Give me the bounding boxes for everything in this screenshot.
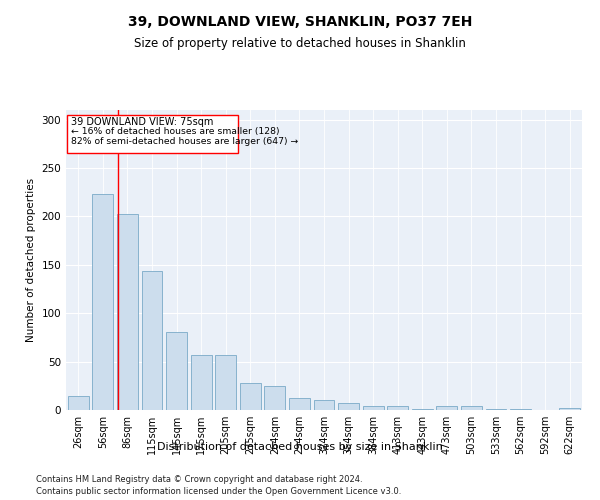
- Bar: [314, 400, 334, 410]
- Text: Distribution of detached houses by size in Shanklin: Distribution of detached houses by size …: [157, 442, 443, 452]
- Bar: [436, 406, 457, 410]
- Bar: [461, 406, 482, 410]
- Bar: [117, 214, 138, 410]
- Text: ← 16% of detached houses are smaller (128): ← 16% of detached houses are smaller (12…: [71, 128, 280, 136]
- Text: Contains public sector information licensed under the Open Government Licence v3: Contains public sector information licen…: [36, 488, 401, 496]
- Bar: [510, 409, 531, 410]
- Bar: [362, 406, 383, 410]
- Bar: [142, 270, 163, 410]
- Bar: [559, 408, 580, 410]
- Bar: [338, 403, 359, 410]
- FancyBboxPatch shape: [67, 115, 238, 152]
- Text: Size of property relative to detached houses in Shanklin: Size of property relative to detached ho…: [134, 38, 466, 51]
- Bar: [412, 409, 433, 410]
- Bar: [92, 194, 113, 410]
- Bar: [289, 398, 310, 410]
- Text: 39 DOWNLAND VIEW: 75sqm: 39 DOWNLAND VIEW: 75sqm: [71, 117, 213, 127]
- Text: 39, DOWNLAND VIEW, SHANKLIN, PO37 7EH: 39, DOWNLAND VIEW, SHANKLIN, PO37 7EH: [128, 15, 472, 29]
- Bar: [387, 406, 408, 410]
- Bar: [215, 355, 236, 410]
- Text: Contains HM Land Registry data © Crown copyright and database right 2024.: Contains HM Land Registry data © Crown c…: [36, 475, 362, 484]
- Bar: [166, 332, 187, 410]
- Bar: [68, 396, 89, 410]
- Text: 82% of semi-detached houses are larger (647) →: 82% of semi-detached houses are larger (…: [71, 137, 298, 146]
- Y-axis label: Number of detached properties: Number of detached properties: [26, 178, 36, 342]
- Bar: [485, 409, 506, 410]
- Bar: [191, 355, 212, 410]
- Bar: [240, 383, 261, 410]
- Bar: [265, 386, 286, 410]
